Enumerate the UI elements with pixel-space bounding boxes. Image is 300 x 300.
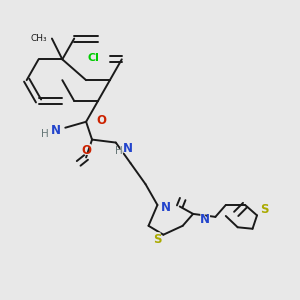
Text: H: H (115, 146, 123, 157)
Text: Cl: Cl (88, 53, 100, 63)
Text: N: N (51, 124, 62, 137)
Text: N: N (123, 142, 133, 155)
Text: N: N (160, 200, 172, 215)
Text: O: O (96, 114, 106, 127)
Text: O: O (80, 142, 92, 158)
Text: N: N (200, 213, 210, 226)
Text: N: N (122, 141, 134, 156)
Text: N: N (199, 212, 211, 227)
Text: S: S (152, 232, 163, 247)
Text: S: S (153, 233, 162, 246)
Text: S: S (259, 202, 270, 217)
Text: O: O (81, 143, 91, 157)
Text: Cl: Cl (86, 51, 101, 65)
Text: H: H (113, 145, 124, 158)
Text: H: H (40, 129, 48, 139)
Text: H: H (39, 127, 50, 140)
Text: N: N (161, 202, 171, 214)
Text: CH₃: CH₃ (31, 34, 47, 43)
Text: S: S (260, 203, 269, 216)
Text: O: O (95, 113, 107, 128)
Text: N: N (50, 123, 63, 138)
